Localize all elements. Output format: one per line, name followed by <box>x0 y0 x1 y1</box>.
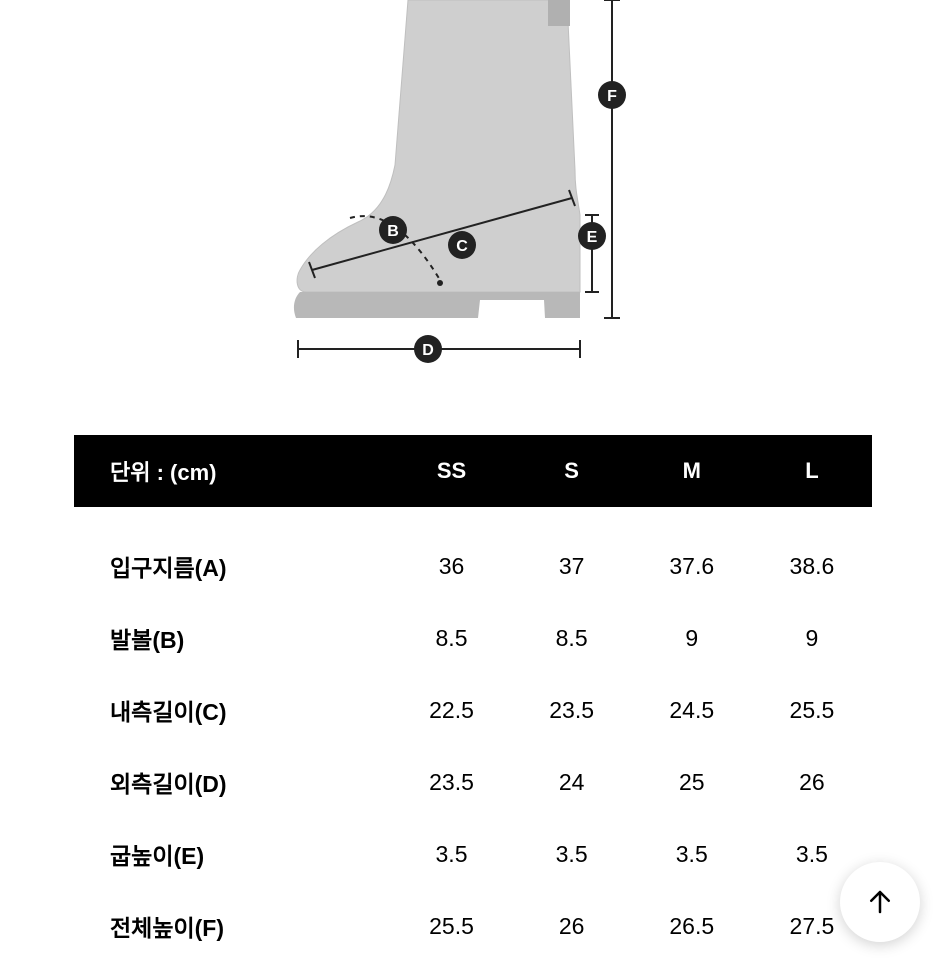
table-row: 내측길이(C)22.523.524.525.5 <box>74 674 872 746</box>
svg-text:B: B <box>387 223 399 240</box>
size-table-header-row: 단위 : (cm) SS S M L <box>74 435 872 507</box>
boot-silhouette <box>294 0 580 318</box>
measure-d: D <box>298 335 580 363</box>
table-row: 발볼(B)8.58.599 <box>74 602 872 674</box>
table-row: 전체높이(F)25.52626.527.5 <box>74 890 872 962</box>
cell-value: 22.5 <box>391 674 511 746</box>
col-l: L <box>752 435 872 507</box>
row-label: 전체높이(F) <box>74 890 391 962</box>
row-label: 외측길이(D) <box>74 746 391 818</box>
svg-text:C: C <box>456 238 468 255</box>
cell-value: 3.5 <box>512 818 632 890</box>
cell-value: 36 <box>391 507 511 602</box>
scroll-to-top-button[interactable] <box>840 862 920 942</box>
cell-value: 8.5 <box>512 602 632 674</box>
svg-text:F: F <box>607 88 617 105</box>
size-table-body: 입구지름(A)363737.638.6발볼(B)8.58.599내측길이(C)2… <box>74 507 872 962</box>
unit-header: 단위 : (cm) <box>74 435 391 507</box>
cell-value: 3.5 <box>391 818 511 890</box>
arrow-up-icon <box>865 887 895 917</box>
cell-value: 24.5 <box>632 674 752 746</box>
cell-value: 26.5 <box>632 890 752 962</box>
col-m: M <box>632 435 752 507</box>
cell-value: 25.5 <box>752 674 872 746</box>
row-label: 굽높이(E) <box>74 818 391 890</box>
measure-e: E <box>578 215 606 292</box>
boot-measurement-svg: F E C B <box>0 0 946 395</box>
cell-value: 26 <box>512 890 632 962</box>
cell-value: 23.5 <box>512 674 632 746</box>
cell-value: 24 <box>512 746 632 818</box>
cell-value: 9 <box>632 602 752 674</box>
cell-value: 37.6 <box>632 507 752 602</box>
col-s: S <box>512 435 632 507</box>
cell-value: 25 <box>632 746 752 818</box>
col-ss: SS <box>391 435 511 507</box>
table-row: 입구지름(A)363737.638.6 <box>74 507 872 602</box>
cell-value: 38.6 <box>752 507 872 602</box>
cell-value: 9 <box>752 602 872 674</box>
svg-text:E: E <box>587 229 598 246</box>
boot-diagram: F E C B <box>0 0 946 395</box>
cell-value: 3.5 <box>632 818 752 890</box>
row-label: 발볼(B) <box>74 602 391 674</box>
measure-f: F <box>598 0 626 318</box>
cell-value: 26 <box>752 746 872 818</box>
size-table-container: 단위 : (cm) SS S M L 입구지름(A)363737.638.6발볼… <box>74 435 872 962</box>
svg-text:D: D <box>422 342 434 359</box>
cell-value: 37 <box>512 507 632 602</box>
cell-value: 23.5 <box>391 746 511 818</box>
table-row: 외측길이(D)23.5242526 <box>74 746 872 818</box>
cell-value: 8.5 <box>391 602 511 674</box>
size-table: 단위 : (cm) SS S M L 입구지름(A)363737.638.6발볼… <box>74 435 872 962</box>
row-label: 입구지름(A) <box>74 507 391 602</box>
table-row: 굽높이(E)3.53.53.53.5 <box>74 818 872 890</box>
row-label: 내측길이(C) <box>74 674 391 746</box>
cell-value: 25.5 <box>391 890 511 962</box>
